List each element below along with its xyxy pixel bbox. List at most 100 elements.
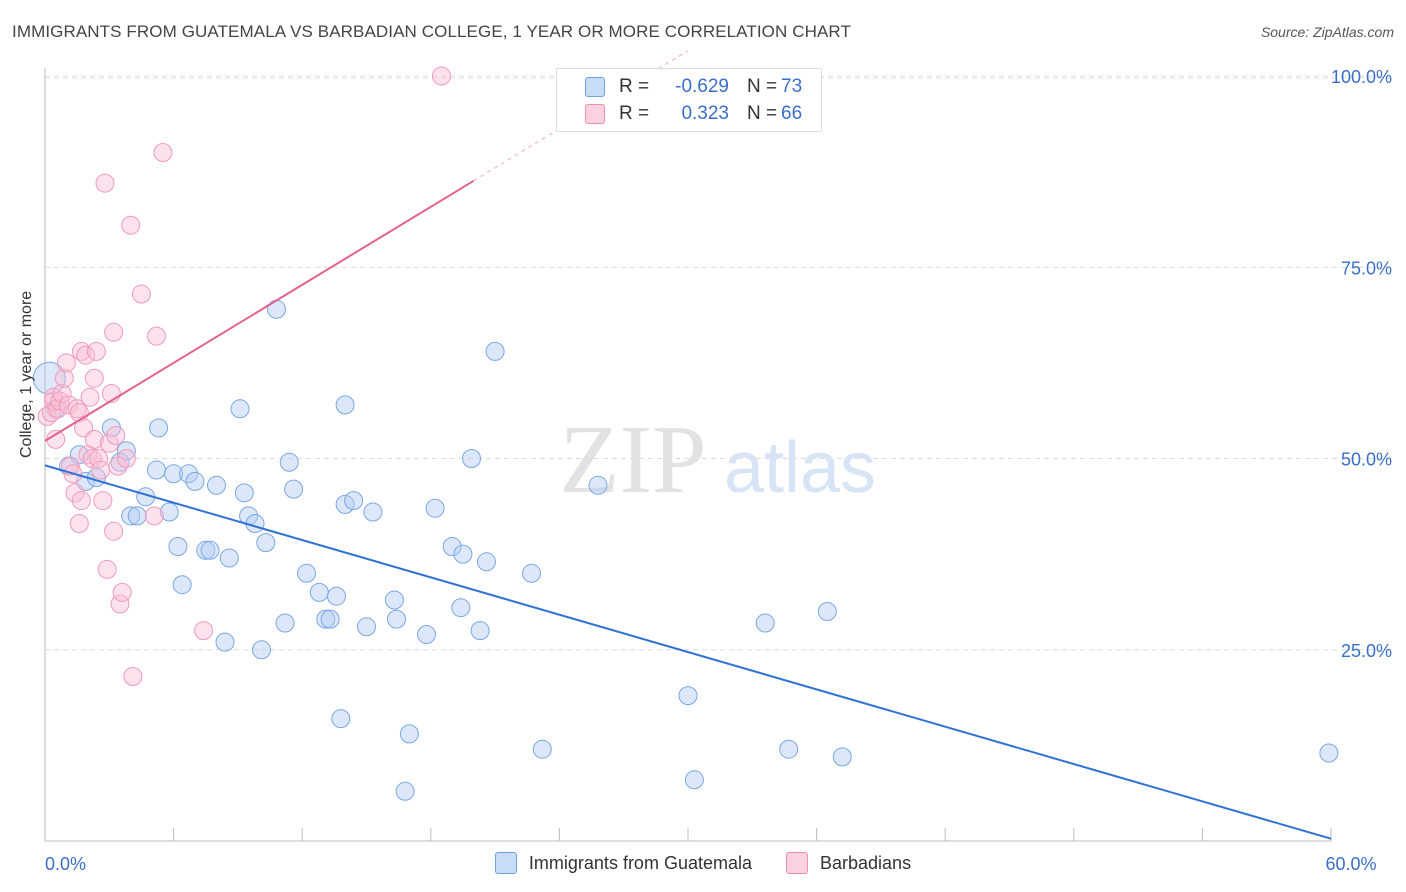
point-barbadian (106, 426, 126, 445)
point-guatemala (755, 613, 775, 633)
point-guatemala (1319, 743, 1339, 763)
legend-r-label: R = (619, 103, 650, 124)
point-barbadian (432, 66, 451, 86)
legend-n-label: N = (747, 103, 778, 124)
point-guatemala (779, 739, 799, 759)
correlation-legend: R = -0.629 N = 73 R = 0.323 N = 66 (556, 68, 822, 132)
point-guatemala (121, 506, 141, 526)
point-barbadian (104, 521, 124, 541)
point-barbadian (89, 449, 109, 468)
point-barbadian (93, 491, 113, 511)
point-guatemala (179, 464, 199, 484)
point-guatemala (832, 747, 852, 767)
legend-r-value: 0.323 (681, 103, 729, 124)
point-barbadian (95, 173, 115, 193)
point-guatemala (207, 475, 226, 495)
point-guatemala (684, 770, 704, 790)
point-guatemala (817, 602, 837, 621)
legend-n-label: N = (747, 76, 778, 97)
point-guatemala (344, 491, 364, 511)
point-guatemala (462, 449, 481, 468)
point-guatemala (453, 544, 473, 564)
gridlines (45, 75, 1392, 651)
point-guatemala (159, 502, 179, 522)
point-barbadian (194, 621, 214, 641)
legend-n-value: 66 (781, 103, 803, 124)
point-barbadian (80, 387, 100, 407)
point-guatemala (316, 609, 336, 629)
point-barbadian (69, 514, 89, 533)
legend-swatch-blue (585, 77, 605, 97)
point-barbadian (65, 483, 85, 503)
series-guatemala (32, 299, 1339, 801)
point-barbadian (71, 491, 91, 511)
legend-row-guatemala: R = -0.629 N = 73 (557, 75, 802, 99)
legend-r-label: R = (619, 76, 650, 97)
point-guatemala (588, 475, 608, 495)
point-barbadian (91, 460, 111, 480)
point-barbadian (116, 449, 136, 468)
point-guatemala (309, 582, 329, 602)
legend-label-barbadians: Barbadians (820, 852, 912, 873)
watermark-zip: ZIP (560, 406, 707, 514)
point-barbadian (97, 559, 117, 579)
legend-item-barbadians[interactable]: Barbadians (786, 852, 911, 874)
point-barbadian (104, 322, 124, 342)
point-guatemala (470, 621, 490, 641)
point-guatemala (149, 418, 169, 438)
point-guatemala (284, 479, 304, 499)
point-guatemala (335, 395, 355, 415)
point-guatemala (485, 341, 505, 361)
point-guatemala (387, 609, 406, 629)
point-guatemala (327, 586, 346, 606)
point-barbadian (84, 368, 104, 388)
point-barbadian (84, 429, 104, 449)
y-axis-label: College, 1 year or more (18, 290, 35, 458)
point-barbadian (121, 215, 141, 235)
point-guatemala (172, 575, 192, 595)
point-guatemala (297, 563, 316, 583)
point-barbadian (76, 345, 96, 365)
point-guatemala (185, 471, 205, 491)
point-guatemala (363, 502, 383, 522)
point-guatemala (417, 625, 436, 644)
chart-title: IMMIGRANTS FROM GUATEMALA VS BARBADIAN C… (12, 22, 851, 41)
point-guatemala (230, 399, 250, 419)
point-guatemala (384, 590, 404, 610)
y-tick-label: 25.0% (1341, 641, 1392, 661)
point-guatemala (275, 613, 295, 633)
y-tick-label: 50.0% (1341, 450, 1392, 470)
point-guatemala (395, 781, 415, 801)
point-guatemala (425, 498, 445, 518)
point-barbadian (147, 326, 166, 346)
point-guatemala (168, 537, 188, 556)
legend-swatch-pink (585, 104, 605, 124)
legend-n-value: 73 (781, 76, 803, 97)
series-legend: Immigrants from Guatemala Barbadians (0, 852, 1406, 874)
tick-labels: 25.0% 50.0% 75.0% 100.0% 0.0% 60.0% (45, 67, 1392, 874)
y-tick-label: 75.0% (1341, 258, 1392, 278)
trend-line-barbadians (44, 179, 475, 442)
point-guatemala (252, 640, 271, 660)
point-guatemala (256, 533, 276, 553)
point-guatemala (477, 552, 496, 572)
point-guatemala (357, 617, 376, 637)
point-guatemala (522, 563, 541, 583)
legend-label-guatemala: Immigrants from Guatemala (528, 852, 752, 873)
point-guatemala (196, 540, 216, 560)
point-barbadian (110, 594, 130, 614)
point-guatemala (320, 609, 340, 629)
point-guatemala (116, 441, 136, 461)
point-barbadian (52, 384, 72, 403)
point-barbadian (48, 399, 68, 419)
legend-swatch-pink (786, 852, 808, 874)
point-guatemala (331, 709, 351, 729)
point-guatemala (234, 483, 254, 503)
point-guatemala (219, 548, 239, 568)
legend-swatch-blue (494, 852, 517, 874)
legend-row-barbadians: R = 0.323 N = 66 (557, 102, 802, 126)
point-guatemala (279, 452, 299, 472)
y-tick-label: 100.0% (1331, 67, 1392, 87)
legend-item-guatemala[interactable]: Immigrants from Guatemala (494, 852, 752, 874)
